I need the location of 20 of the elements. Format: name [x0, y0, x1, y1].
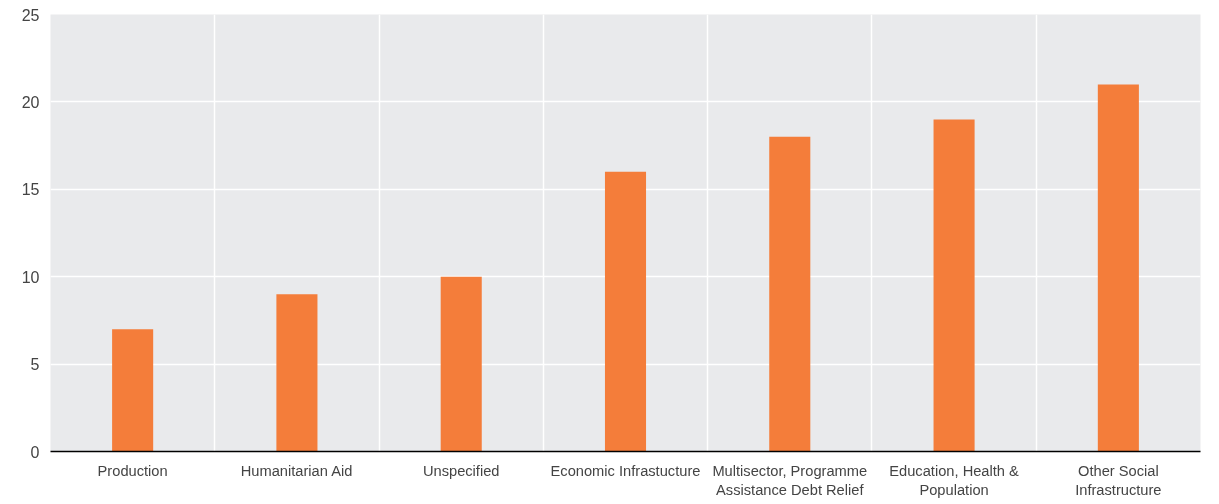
x-tick-label: Other Social Infrastructure: [1075, 462, 1162, 498]
x-tick-label: Economic Infrastucture: [550, 462, 701, 479]
bar: [440, 276, 482, 452]
bar: [769, 136, 811, 452]
bar: [933, 119, 975, 452]
y-tick-label: 15: [21, 181, 40, 199]
y-tick-label: 0: [30, 443, 40, 461]
x-tick-label: Humanitarian Aid: [240, 462, 353, 479]
bar: [604, 171, 647, 452]
x-tick-label: Production: [97, 462, 168, 479]
bar: [112, 329, 154, 452]
bar: [1097, 84, 1139, 452]
y-tick-label: 10: [21, 268, 40, 286]
bar: [276, 294, 318, 452]
y-tick-label: 5: [30, 356, 40, 374]
x-tick-label: Multisector, Programme Assistance Debt Relief: [712, 462, 868, 498]
y-tick-label: 20: [21, 93, 40, 111]
x-tick-label: Unspecified: [422, 462, 500, 479]
x-tick-label: Education, Health & Population: [889, 462, 1020, 498]
y-tick-label: 25: [21, 6, 40, 24]
